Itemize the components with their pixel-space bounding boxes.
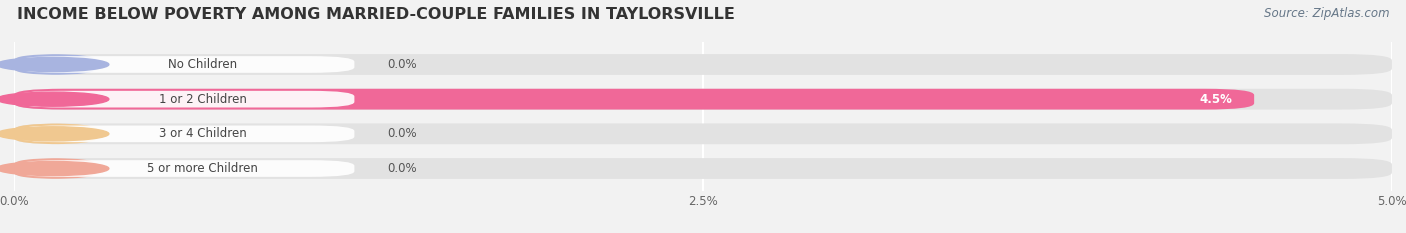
FancyBboxPatch shape	[14, 54, 97, 75]
Text: 0.0%: 0.0%	[388, 58, 418, 71]
Text: 3 or 4 Children: 3 or 4 Children	[159, 127, 246, 140]
FancyBboxPatch shape	[14, 89, 1392, 110]
FancyBboxPatch shape	[17, 160, 354, 177]
Text: 1 or 2 Children: 1 or 2 Children	[159, 93, 246, 106]
FancyBboxPatch shape	[14, 123, 1392, 144]
FancyBboxPatch shape	[14, 54, 1392, 75]
Text: 5 or more Children: 5 or more Children	[148, 162, 257, 175]
Text: INCOME BELOW POVERTY AMONG MARRIED-COUPLE FAMILIES IN TAYLORSVILLE: INCOME BELOW POVERTY AMONG MARRIED-COUPL…	[17, 7, 735, 22]
FancyBboxPatch shape	[14, 158, 97, 179]
Circle shape	[0, 92, 108, 106]
FancyBboxPatch shape	[14, 158, 1392, 179]
Text: 0.0%: 0.0%	[388, 127, 418, 140]
Text: No Children: No Children	[167, 58, 238, 71]
FancyBboxPatch shape	[17, 126, 354, 142]
Circle shape	[0, 57, 108, 72]
Text: Source: ZipAtlas.com: Source: ZipAtlas.com	[1264, 7, 1389, 20]
FancyBboxPatch shape	[14, 89, 1254, 110]
Circle shape	[0, 127, 108, 141]
Text: 0.0%: 0.0%	[388, 162, 418, 175]
FancyBboxPatch shape	[17, 91, 354, 107]
FancyBboxPatch shape	[14, 123, 97, 144]
Text: 4.5%: 4.5%	[1199, 93, 1232, 106]
FancyBboxPatch shape	[17, 56, 354, 73]
Circle shape	[0, 161, 108, 176]
